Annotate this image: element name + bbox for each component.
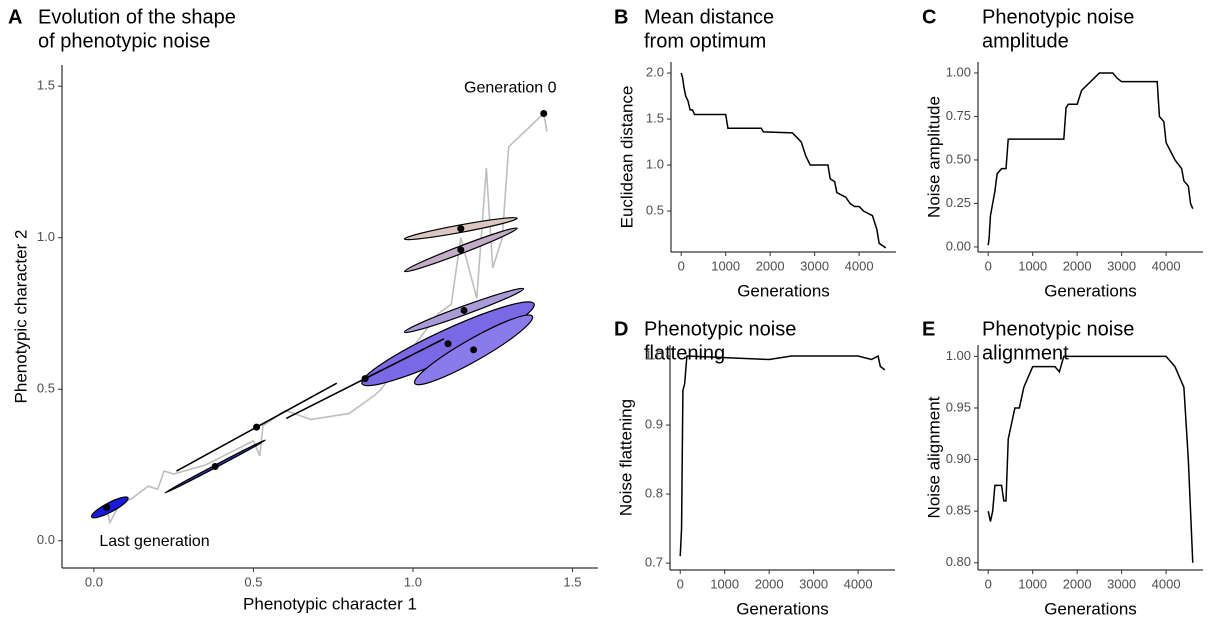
x-tick-label: 1000 [1018, 576, 1047, 591]
y-tick-label: 0.0 [37, 532, 55, 547]
point [470, 346, 478, 354]
point [361, 375, 369, 383]
x-tick-label: 4000 [845, 258, 874, 273]
x-axis-label: Generations [1044, 599, 1137, 617]
x-tick-label: 3000 [800, 258, 829, 273]
x-tick-label: 3000 [799, 576, 828, 591]
panel-title: amplitude [982, 30, 1069, 52]
line [987, 72, 1194, 246]
line [679, 354, 886, 557]
x-tick-label: 1.5 [563, 574, 581, 589]
line [987, 355, 1194, 563]
y-tick-label: 1.5 [646, 110, 664, 125]
x-tick-label: 4000 [1152, 258, 1181, 273]
panel-title: alignment [982, 342, 1069, 364]
line [680, 72, 887, 249]
point [444, 340, 452, 348]
y-axis-label: Euclidean distance [617, 86, 636, 229]
y-axis-label: Noise amplitude [924, 96, 943, 218]
y-tick-label: 0.50 [946, 151, 971, 166]
x-tick-label: 1000 [711, 258, 740, 273]
x-axis-label: Generations [737, 281, 830, 300]
panel-title: of phenotypic noise [38, 30, 210, 52]
point [457, 225, 465, 233]
y-tick-label: 0.7 [645, 555, 663, 570]
x-tick-label: 0 [677, 576, 684, 591]
x-tick-label: 0 [678, 258, 685, 273]
y-tick-label: 2.0 [646, 64, 664, 79]
x-axis-label: Phenotypic character 1 [243, 594, 417, 613]
x-tick-label: 4000 [844, 576, 873, 591]
x-tick-label: 2000 [1063, 576, 1092, 591]
y-tick-label: 0.80 [946, 554, 971, 569]
y-tick-label: 0.5 [37, 381, 55, 396]
x-tick-label: 3000 [1107, 576, 1136, 591]
y-tick-label: 0.75 [946, 108, 971, 123]
point [211, 462, 219, 470]
y-tick-label: 1.0 [646, 156, 664, 171]
y-axis-label: Phenotypic character 2 [11, 230, 30, 404]
panel-title: flattening [644, 342, 725, 364]
y-tick-label: 1.00 [946, 64, 971, 79]
y-axis-label: Noise alignment [924, 396, 943, 518]
x-tick-label: 0 [985, 576, 992, 591]
point [253, 423, 261, 431]
y-tick-label: 1.5 [37, 78, 55, 93]
y-tick-label: 0.90 [946, 451, 971, 466]
panel-title: Mean distance [644, 6, 774, 28]
point [103, 503, 111, 511]
x-tick-label: 1000 [710, 576, 739, 591]
panel-title: from optimum [644, 30, 766, 52]
x-tick-label: 4000 [1152, 576, 1181, 591]
panel-letter: E [922, 318, 935, 340]
y-tick-label: 0.8 [645, 486, 663, 501]
annotation: Generation 0 [464, 80, 557, 97]
x-tick-label: 1000 [1018, 258, 1047, 273]
x-axis-label: Generations [1044, 281, 1137, 300]
y-tick-label: 1.00 [946, 348, 971, 363]
x-tick-label: 0.5 [244, 574, 262, 589]
panel-letter: A [8, 6, 22, 28]
y-tick-label: 0.00 [946, 238, 971, 253]
panel-title: Phenotypic noise [644, 318, 796, 340]
y-tick-label: 0.95 [946, 399, 971, 414]
y-axis-label: Noise flattening [616, 399, 635, 516]
y-tick-label: 0.85 [946, 503, 971, 518]
x-tick-label: 2000 [756, 258, 785, 273]
y-tick-label: 0.9 [645, 416, 663, 431]
x-tick-label: 2000 [1063, 258, 1092, 273]
point [540, 109, 548, 117]
panel-letter: B [614, 6, 628, 28]
y-tick-label: 0.25 [946, 195, 971, 210]
x-tick-label: 1.0 [404, 574, 422, 589]
point [460, 306, 468, 314]
y-tick-label: 1.0 [37, 229, 55, 244]
x-axis-label: Generations [736, 599, 829, 617]
y-tick-label: 0.5 [646, 202, 664, 217]
y-tick-label: 1.0 [645, 347, 663, 362]
x-tick-label: 3000 [1107, 258, 1136, 273]
panel-title: Phenotypic noise [982, 318, 1134, 340]
panel-title: Phenotypic noise [982, 6, 1134, 28]
annotation: Last generation [99, 533, 209, 550]
point [457, 246, 465, 254]
panel-letter: C [922, 6, 936, 28]
x-tick-label: 2000 [755, 576, 784, 591]
x-tick-label: 0.0 [85, 574, 103, 589]
panel-title: Evolution of the shape [38, 6, 236, 28]
x-tick-label: 0 [985, 258, 992, 273]
panel-letter: D [614, 318, 628, 340]
